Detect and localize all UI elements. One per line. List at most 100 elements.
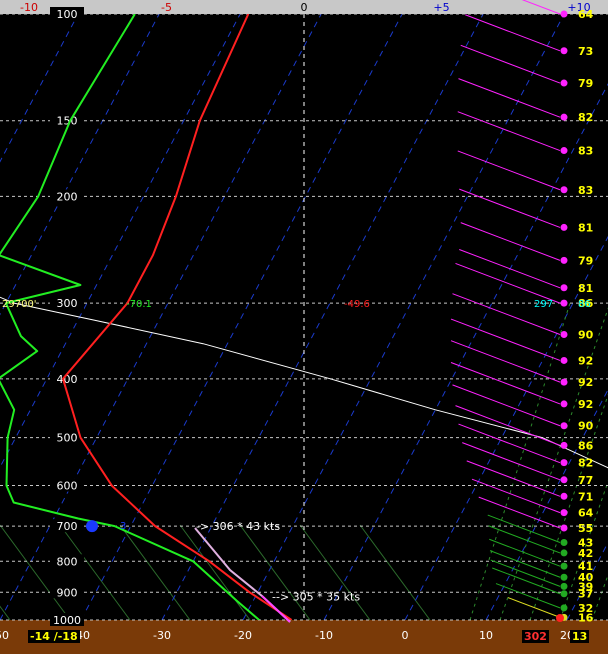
wind-dot <box>560 356 568 364</box>
surface-wind-dot <box>556 614 564 622</box>
temp-label--10: -10 <box>315 629 333 642</box>
isobar-label-bg <box>50 613 84 626</box>
wind-barb-shaft <box>490 559 561 587</box>
wind-speed-label-515: 86 <box>578 439 594 452</box>
wind-barb-shaft <box>457 150 561 191</box>
wind-speed-label-990: 16 <box>578 611 594 624</box>
dry-adiabat <box>359 524 431 620</box>
shear-tick-+5: +5 <box>433 1 449 14</box>
wind-barb-shaft <box>489 538 561 567</box>
isobar-label-bg <box>50 519 84 533</box>
temp-label--20: -20 <box>234 629 252 642</box>
wind-speed-label-148: 82 <box>578 111 593 124</box>
shear-axis-bar <box>0 0 608 14</box>
isobar-label-bg <box>50 478 84 492</box>
wind-barb-shaft <box>452 384 561 427</box>
wind-dot <box>560 524 568 532</box>
wind-dot <box>560 47 568 55</box>
dry-adiabat <box>299 524 371 620</box>
dry-adiabat <box>0 605 11 620</box>
height-300-label: 29700' <box>2 299 37 310</box>
surface-wind-speed-readout: 13 <box>570 630 590 643</box>
wind-dot <box>560 331 568 339</box>
wind-speed-label-745: 43 <box>578 537 593 550</box>
isobar-label-bg <box>50 430 84 444</box>
wind-dot <box>560 604 568 612</box>
wind-readout-700: -> 306 * 43 kts <box>196 520 280 533</box>
wind-barb-shaft <box>455 262 561 304</box>
dry-adiabat <box>0 524 71 620</box>
wind-barb-shaft <box>488 525 561 554</box>
isotherm <box>80 14 403 620</box>
surface-wind-direction-readout: 302 <box>522 630 549 643</box>
wind-barb-shaft <box>459 188 561 228</box>
temp-label-10: 10 <box>479 629 493 642</box>
isotherm <box>0 14 322 620</box>
pressure-label-300: 300 <box>57 297 78 310</box>
wind-barb-shaft <box>471 478 561 514</box>
wind-dot <box>560 476 568 484</box>
wind-speed-label-775: 42 <box>578 547 593 560</box>
wind-speed-label-955: 32 <box>578 602 593 615</box>
wind-speed-label-255: 79 <box>578 254 593 267</box>
temp-label--50: -50 <box>0 629 9 642</box>
wind-dot <box>560 573 568 581</box>
wind-speed-label-130: 79 <box>578 77 593 90</box>
wind-speed-label-338: 90 <box>578 329 594 342</box>
wind-barb-shaft <box>458 423 561 464</box>
isobar-label-bg <box>50 554 84 568</box>
isotherm <box>323 83 608 620</box>
ground-bar <box>0 620 608 654</box>
dewpoint-line <box>0 14 260 620</box>
wind-dot <box>560 509 568 517</box>
wind-barb-shaft <box>465 14 561 52</box>
dry-adiabat <box>119 524 191 620</box>
wind-speed-label-550: 82 <box>578 457 593 470</box>
wind-barb-shaft <box>466 460 561 497</box>
wind-barb-shaft <box>452 293 561 335</box>
wind-speed-label-478: 90 <box>578 420 594 433</box>
wind-dot <box>560 284 568 292</box>
wind-speed-label-587: 77 <box>578 474 593 487</box>
wind-dot <box>560 459 568 467</box>
mixing-ratio-line <box>469 302 571 620</box>
wind-barb-shaft <box>450 362 561 405</box>
pressure-label-500: 500 <box>57 432 78 445</box>
pressure-label-700: 700 <box>57 520 78 533</box>
temp-label--30: -30 <box>153 629 171 642</box>
wind-barb-shaft <box>492 567 561 595</box>
wind-barb-shaft <box>478 496 561 529</box>
wind-dot <box>560 10 568 18</box>
dry-adiabat <box>59 524 131 620</box>
wind-dot <box>560 299 568 307</box>
wind-barb-shaft <box>457 111 561 152</box>
wind-barb-shaft <box>460 44 561 84</box>
surface-temp-dewpoint-readout: -14 /-18 <box>28 630 80 643</box>
wind-readout-900: --> 305 * 35 kts <box>272 590 360 603</box>
wind-dot <box>560 147 568 155</box>
wind-speed-300-label: 86 <box>578 299 591 310</box>
wind-speed-label-195: 83 <box>578 184 593 197</box>
wind-dot <box>560 79 568 87</box>
wind-barb-shaft <box>487 514 561 543</box>
isotherm <box>161 14 484 620</box>
wind-speed-label-373: 92 <box>578 354 593 367</box>
wind-barb-shaft <box>521 0 561 15</box>
isobar-label-bg <box>50 371 84 385</box>
wind-barb-shaft <box>455 405 561 446</box>
wind-speed-label-850: 40 <box>578 571 594 584</box>
wind-barb-shaft <box>489 550 561 578</box>
wind-barb-shaft <box>450 340 561 383</box>
wind-speed-label-168: 83 <box>578 145 593 158</box>
wind-speed-label-115: 73 <box>578 45 593 58</box>
wind-dir-300-label: 297 <box>534 299 553 310</box>
wind-dot <box>560 539 568 547</box>
wind-dot <box>560 582 568 590</box>
dewpoint-300-label: -70.1 <box>126 299 152 310</box>
shear-tick-+10: +10 <box>567 1 590 14</box>
wind-speed-label-880: 39 <box>578 580 593 593</box>
isobar-label-bg <box>50 296 84 310</box>
dry-adiabat <box>239 524 311 620</box>
wind-speed-label-100: 64 <box>578 8 594 21</box>
